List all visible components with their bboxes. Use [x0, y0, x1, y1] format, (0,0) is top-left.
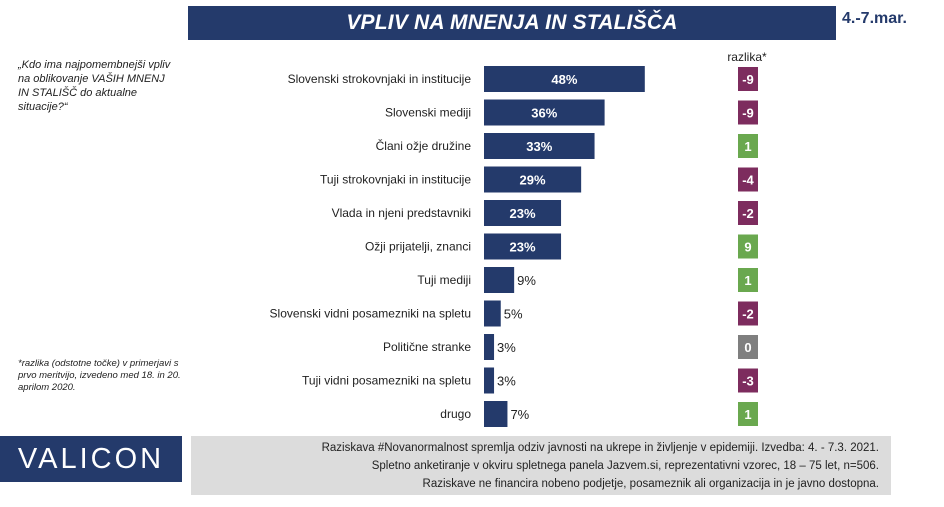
difference-label: 1: [744, 139, 751, 154]
value-label: 23%: [510, 206, 536, 221]
bar: [484, 99, 605, 126]
category-label: Ožji prijatelji, znanci: [365, 240, 471, 254]
difference-badge: [738, 134, 758, 158]
category-label: Vlada in njeni predstavniki: [332, 206, 471, 220]
info-line: Raziskava #Novanormalnost spremlja odziv…: [321, 442, 879, 454]
bar: [484, 233, 562, 260]
difference-badge: [738, 201, 758, 225]
bar: [484, 367, 495, 394]
bar: [484, 200, 562, 226]
value-label: 3%: [497, 374, 516, 389]
category-label: Člani ožje družine: [376, 138, 472, 153]
value-label: 23%: [510, 240, 536, 255]
footnote: *razlika (odstotne točke) v primerjavi s…: [18, 358, 181, 393]
bar: [484, 66, 645, 92]
bar: [484, 166, 582, 193]
category-label: Slovenski mediji: [385, 106, 471, 120]
value-label: 9%: [517, 273, 536, 288]
difference-label: 1: [744, 407, 751, 422]
bar: [484, 401, 508, 427]
chart-title: VPLIV NA MNENJA IN STALIŠČA: [346, 11, 678, 34]
info-line: Spletno anketiranje v okviru spletnega p…: [371, 460, 879, 472]
value-label: 48%: [551, 72, 577, 87]
value-label: 29%: [520, 173, 546, 188]
difference-badge: [738, 234, 758, 259]
difference-label: -4: [742, 173, 754, 188]
category-label: Tuji mediji: [417, 273, 471, 287]
value-label: 3%: [497, 340, 516, 355]
value-label: 33%: [526, 139, 552, 154]
survey-date: 4.-7.mar.: [842, 10, 907, 27]
difference-badge: [738, 100, 758, 125]
difference-badge: [738, 335, 758, 359]
info-line: Raziskave ne financira nobeno podjetje, …: [422, 478, 879, 490]
difference-label: 9: [744, 240, 751, 255]
value-label: 5%: [504, 307, 523, 322]
difference-badge: [738, 402, 758, 426]
category-label: Slovenski strokovnjaki in institucije: [288, 72, 472, 86]
difference-badge: [738, 301, 758, 326]
valicon-logo: VALICON: [0, 436, 182, 482]
logo-text: VALICON: [17, 442, 165, 475]
category-label: Slovenski vidni posamezniki na spletu: [270, 307, 471, 321]
difference-label: 1: [744, 273, 751, 288]
category-label: drugo: [440, 407, 471, 421]
value-label: 7%: [510, 407, 529, 422]
category-label: Tuji strokovnjaki in institucije: [320, 173, 471, 187]
bar: [484, 133, 595, 159]
title-bar: VPLIV NA MNENJA IN STALIŠČA: [188, 6, 836, 40]
survey-question: „Kdo ima najpomembnejši vpliv na oblikov…: [18, 59, 171, 113]
value-label: 36%: [531, 106, 557, 121]
difference-label: -9: [742, 72, 754, 87]
category-label: Politične stranke: [383, 340, 471, 354]
difference-label: -9: [742, 106, 754, 121]
survey-info: Raziskava #Novanormalnost spremlja odziv…: [191, 436, 891, 495]
difference-label: 0: [744, 340, 751, 355]
difference-header: razlika*: [727, 50, 767, 64]
difference-badge: [738, 167, 758, 192]
bar: [484, 267, 515, 293]
category-label: Tuji vidni posamezniki na spletu: [302, 374, 471, 388]
difference-badge: [738, 268, 758, 292]
bar: [484, 334, 495, 360]
difference-badge: [738, 67, 758, 91]
difference-badge: [738, 368, 758, 393]
bar: [484, 300, 501, 327]
difference-label: -3: [742, 374, 754, 389]
difference-label: -2: [742, 307, 754, 322]
difference-label: -2: [742, 206, 754, 221]
